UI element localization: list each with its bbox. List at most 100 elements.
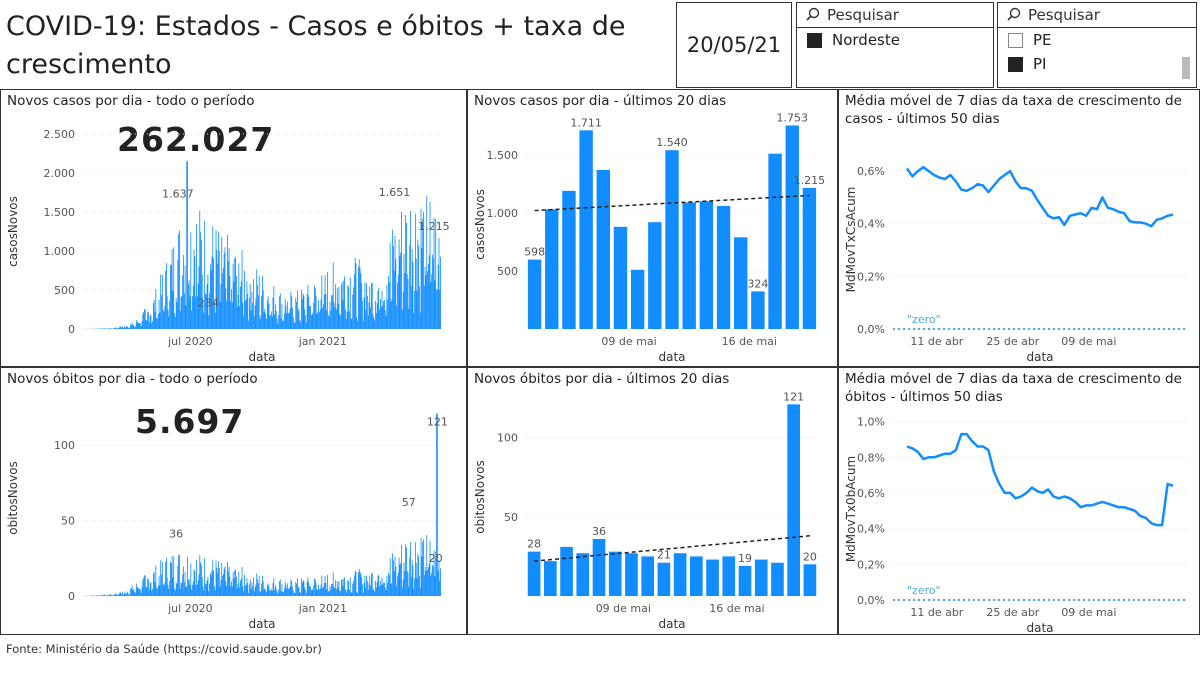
bar	[162, 309, 164, 329]
bar	[630, 269, 645, 329]
bar	[242, 586, 244, 596]
checkbox-nordeste[interactable]	[807, 32, 822, 48]
bar	[236, 306, 238, 329]
panel-title: Novos óbitos por dia - últimos 20 dias	[474, 371, 730, 387]
bar	[262, 290, 264, 329]
bar	[211, 256, 213, 329]
bar	[222, 273, 223, 329]
bar	[235, 576, 237, 596]
bar	[374, 320, 376, 329]
bar	[213, 586, 215, 596]
bar	[408, 308, 410, 329]
bar	[240, 286, 241, 329]
bar	[362, 300, 363, 329]
bar	[382, 584, 384, 596]
y-tick-label: 0,4%	[857, 218, 885, 231]
bar	[263, 311, 265, 329]
bar	[367, 589, 369, 596]
slicer-item-label: PI	[1033, 55, 1047, 73]
bar	[222, 573, 224, 596]
bar	[204, 220, 206, 329]
bar	[367, 315, 369, 329]
y-axis-title: MdMovTxCsAcum	[844, 187, 858, 293]
bar	[440, 568, 441, 596]
page-title: COVID-19: Estados - Casos e óbitos + tax…	[6, 11, 626, 80]
bar	[387, 299, 389, 329]
bar	[802, 187, 817, 329]
bar	[204, 558, 206, 596]
bar	[301, 578, 302, 596]
bar	[108, 595, 110, 596]
bar	[285, 305, 287, 329]
bar	[344, 309, 346, 329]
bar	[189, 584, 191, 596]
bar	[282, 321, 284, 329]
bar	[316, 313, 318, 329]
data-label: 57	[402, 496, 416, 509]
bar	[122, 327, 124, 329]
x-tick-label: jan 2021	[298, 602, 347, 615]
search-icon	[806, 7, 820, 21]
region-slicer[interactable]: Pesquisar Nordeste	[796, 2, 994, 88]
x-tick-label: 25 de abr	[986, 606, 1039, 619]
bar	[308, 582, 310, 596]
bar	[262, 575, 263, 596]
bar	[378, 287, 380, 329]
bar	[139, 323, 140, 329]
bar	[234, 570, 236, 596]
bar	[363, 297, 365, 329]
checkbox-pi[interactable]	[1008, 56, 1023, 72]
state-search-input[interactable]: Pesquisar	[998, 3, 1196, 28]
bar	[239, 587, 241, 596]
checkbox-pe[interactable]	[1008, 32, 1023, 48]
bar	[340, 580, 342, 596]
y-tick-label: 0,8%	[857, 451, 885, 464]
bar	[419, 312, 421, 329]
bar	[404, 570, 406, 596]
bar	[303, 581, 305, 596]
state-slicer[interactable]: Pesquisar PE PI	[997, 2, 1197, 88]
slicer-item-pe[interactable]: PE	[998, 28, 1196, 52]
slicer-scrollbar[interactable]	[1182, 57, 1190, 79]
bar	[125, 593, 127, 596]
bar	[197, 283, 199, 329]
bar	[343, 280, 345, 329]
bar	[301, 289, 302, 329]
bar	[358, 259, 360, 329]
bar	[197, 580, 199, 596]
bar	[344, 577, 345, 596]
bar	[201, 577, 203, 596]
bar	[435, 218, 437, 329]
bar	[281, 303, 283, 329]
bar	[135, 326, 136, 329]
bar	[323, 304, 324, 329]
bar	[333, 302, 335, 329]
bar	[428, 255, 430, 329]
region-search-input[interactable]: Pesquisar	[797, 3, 993, 28]
bar	[233, 281, 235, 329]
bar	[96, 595, 97, 596]
bar	[393, 571, 395, 596]
bar	[414, 290, 415, 329]
bar	[371, 573, 372, 596]
bar	[161, 295, 162, 329]
bar	[334, 307, 336, 329]
x-axis-title: data	[658, 350, 685, 364]
bar	[91, 595, 93, 596]
slicer-item-nordeste[interactable]: Nordeste	[797, 28, 993, 52]
bar	[225, 288, 227, 329]
bar	[195, 585, 197, 596]
bar	[313, 585, 315, 596]
bar	[420, 537, 422, 596]
bar	[247, 582, 249, 596]
slicer-item-pi[interactable]: PI	[998, 52, 1196, 76]
search-icon	[1007, 7, 1021, 21]
bar	[126, 593, 127, 596]
bar	[422, 541, 424, 596]
bar	[390, 584, 392, 596]
bar	[144, 309, 145, 329]
bar	[400, 562, 402, 596]
x-tick-label: jul 2020	[167, 335, 213, 348]
bar	[291, 581, 293, 596]
bar	[348, 286, 350, 329]
